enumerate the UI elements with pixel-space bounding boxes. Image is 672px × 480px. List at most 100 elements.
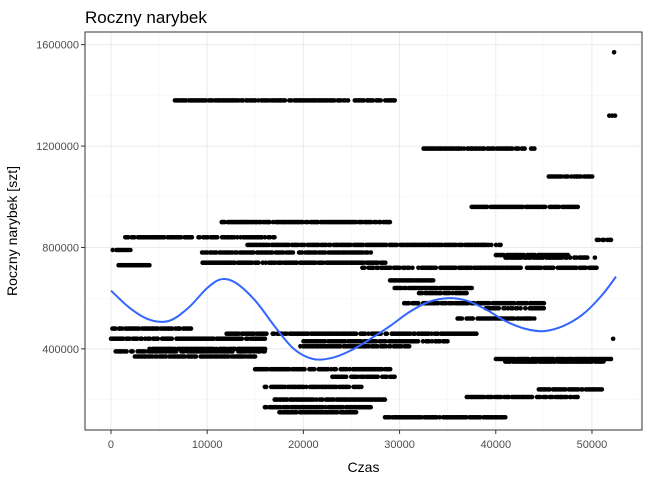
data-point	[384, 242, 389, 248]
data-point	[469, 285, 475, 291]
data-point	[611, 49, 617, 55]
data-point	[541, 306, 547, 311]
data-point	[406, 344, 412, 349]
data-point	[415, 339, 421, 344]
data-point	[255, 260, 261, 266]
data-point	[169, 326, 175, 331]
data-point	[589, 174, 595, 179]
data-point	[515, 306, 520, 311]
chart-title: Roczny narybek	[85, 8, 207, 27]
y-axis-title: Roczny narybek [szt]	[4, 166, 20, 296]
data-point	[314, 397, 319, 402]
data-point	[394, 242, 400, 248]
data-point	[542, 204, 548, 210]
data-point	[594, 265, 599, 271]
data-point	[556, 204, 562, 210]
data-point	[388, 265, 393, 271]
data-point	[406, 265, 412, 271]
data-point	[506, 394, 512, 400]
data-point	[332, 98, 337, 103]
data-point	[516, 146, 521, 151]
data-point	[438, 290, 444, 296]
data-point	[583, 265, 588, 271]
data-point	[169, 336, 175, 342]
data-point	[496, 306, 502, 311]
data-point	[135, 336, 140, 342]
data-point	[240, 98, 246, 103]
data-point	[384, 331, 390, 337]
data-point	[511, 316, 517, 321]
data-point	[538, 265, 544, 271]
data-point	[477, 415, 483, 420]
data-point	[532, 146, 537, 151]
data-point	[547, 387, 552, 392]
data-point	[302, 242, 307, 248]
data-point	[188, 326, 194, 331]
data-point	[290, 250, 296, 255]
data-point	[599, 387, 605, 392]
data-point	[512, 300, 517, 306]
data-point	[610, 336, 616, 342]
data-point	[163, 354, 169, 359]
smooth-trend-line	[110, 276, 617, 361]
y-tick-label: 1200000	[36, 141, 79, 153]
data-point	[419, 290, 425, 296]
data-point	[565, 174, 570, 179]
data-point	[550, 394, 555, 400]
x-tick-label: 40000	[480, 439, 511, 451]
data-point	[173, 349, 179, 354]
data-point	[366, 331, 371, 337]
data-point	[368, 404, 374, 410]
data-point	[585, 255, 590, 260]
data-point	[362, 265, 367, 271]
data-point	[392, 98, 398, 103]
data-point	[375, 265, 381, 271]
data-point	[484, 204, 490, 210]
data-point	[378, 98, 384, 103]
data-point	[347, 366, 353, 372]
data-point	[558, 394, 564, 400]
data-point	[262, 235, 268, 240]
data-point	[596, 237, 602, 243]
data-point	[575, 394, 580, 400]
data-point	[384, 374, 390, 380]
data-point	[518, 255, 524, 260]
data-point	[544, 394, 549, 400]
data-point	[489, 242, 494, 248]
data-point	[481, 146, 487, 151]
x-tick-label: 0	[108, 439, 114, 451]
data-point	[272, 235, 277, 240]
data-point	[267, 219, 272, 225]
data-point	[226, 354, 231, 359]
data-point	[461, 146, 467, 151]
data-point	[383, 339, 388, 344]
data-point	[551, 265, 556, 271]
data-point	[470, 316, 476, 321]
data-point	[359, 384, 364, 390]
data-point	[130, 349, 135, 354]
data-point	[397, 265, 402, 271]
data-point	[589, 359, 595, 364]
data-point	[429, 339, 435, 344]
data-point	[362, 331, 368, 337]
data-point	[567, 255, 573, 260]
data-point	[447, 290, 452, 296]
data-point	[373, 339, 379, 344]
data-point	[592, 255, 598, 260]
data-point	[361, 98, 367, 103]
data-point	[383, 260, 388, 266]
data-point	[257, 349, 263, 354]
data-point	[147, 336, 153, 342]
data-points	[108, 49, 618, 420]
data-point	[445, 339, 450, 344]
data-point	[312, 366, 317, 372]
data-point	[392, 374, 397, 380]
data-point	[126, 235, 131, 240]
data-point	[189, 235, 195, 240]
data-point	[453, 265, 459, 271]
data-point	[498, 242, 503, 248]
x-tick-label: 10000	[192, 439, 223, 451]
data-point	[264, 404, 269, 410]
data-point	[559, 255, 565, 260]
data-point	[563, 387, 568, 392]
